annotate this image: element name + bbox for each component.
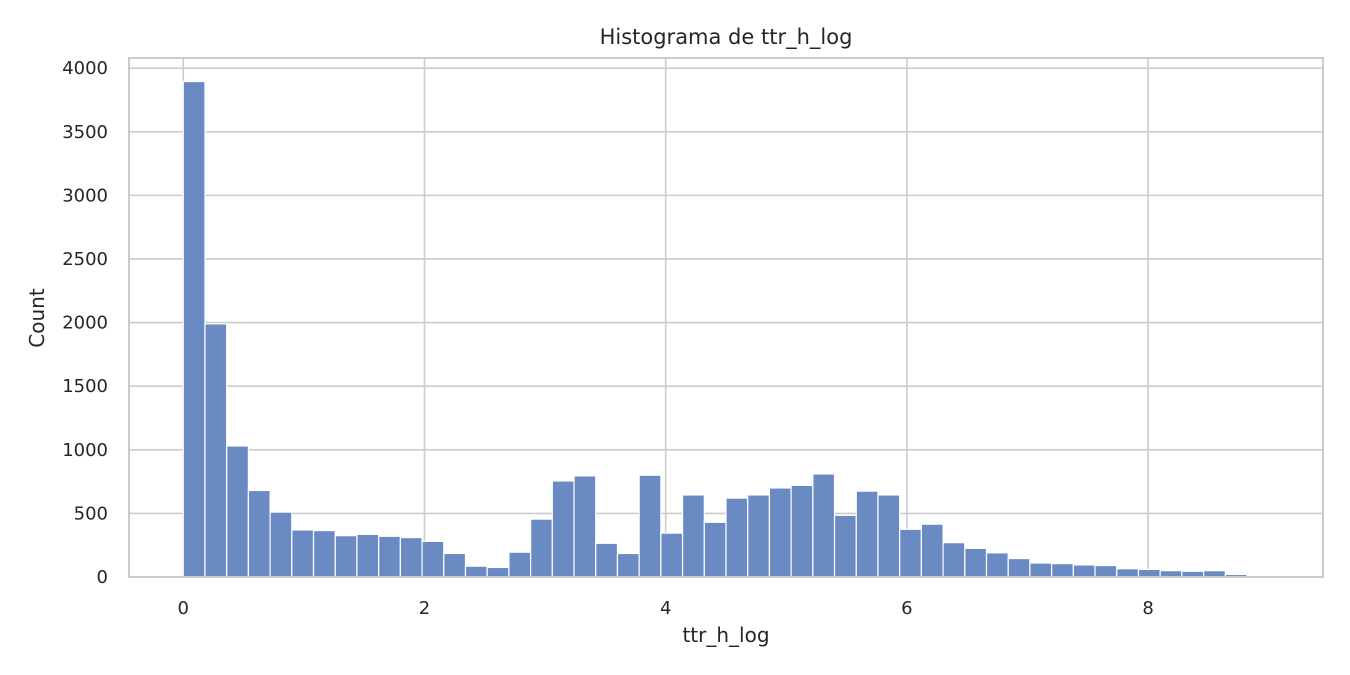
histogram-bar — [312, 529, 336, 578]
histogram-bar — [486, 566, 510, 578]
histogram-bar — [1116, 568, 1140, 578]
histogram-bar — [660, 532, 684, 578]
histogram-bar — [725, 497, 749, 578]
histogram-bar — [812, 473, 836, 578]
histogram-bar — [334, 535, 358, 578]
y-tick-label: 0 — [97, 567, 108, 588]
histogram-bar — [616, 552, 640, 578]
histogram-bar — [1051, 563, 1074, 578]
x-tick-label: 0 — [178, 598, 189, 619]
histogram-bar — [855, 490, 879, 578]
x-tick-labels: 0 2 4 6 8 — [178, 598, 1154, 619]
y-tick-label: 1500 — [62, 376, 108, 397]
histogram-bar — [985, 552, 1009, 578]
histogram-bar — [1094, 564, 1118, 578]
histogram-bar — [204, 323, 228, 578]
grid-lines — [129, 58, 1323, 578]
y-tick-label: 2000 — [62, 313, 108, 334]
histogram-bar — [226, 445, 249, 578]
histogram-bar — [964, 547, 988, 578]
y-tick-label: 2500 — [62, 249, 108, 270]
histogram-bar — [638, 474, 662, 578]
histogram-bar — [1007, 557, 1031, 578]
histogram-bar — [551, 480, 575, 578]
y-tick-label: 1000 — [62, 440, 108, 461]
histogram-bar — [530, 518, 553, 578]
histogram-bar — [833, 514, 857, 578]
histogram-bar — [920, 523, 944, 578]
y-tick-label: 3000 — [62, 185, 108, 206]
histogram-bar — [595, 542, 619, 578]
x-tick-label: 8 — [1142, 598, 1153, 619]
histogram-bar — [768, 487, 792, 578]
histogram-bar — [443, 552, 467, 578]
histogram-bar — [1029, 562, 1053, 578]
x-tick-label: 6 — [901, 598, 912, 619]
x-tick-label: 2 — [419, 598, 430, 619]
x-tick-label: 4 — [660, 598, 671, 619]
histogram-bar — [681, 494, 705, 578]
histogram-bar — [399, 536, 423, 578]
histogram-bar — [942, 542, 966, 578]
histogram-bar — [464, 565, 488, 578]
y-tick-label: 3500 — [62, 122, 108, 143]
histogram-bar — [291, 529, 315, 578]
histogram-bar — [899, 528, 922, 578]
histogram-bar — [356, 533, 380, 578]
histogram-bar — [790, 484, 814, 578]
y-tick-label: 500 — [74, 503, 108, 524]
histogram-bar — [269, 511, 293, 578]
y-axis-label: Count — [25, 288, 49, 348]
histogram-bar — [247, 489, 271, 578]
histogram-bar — [378, 535, 401, 578]
y-tick-labels: 0 500 1000 1500 2000 2500 3000 3500 4000 — [62, 58, 108, 588]
histogram-bar — [1072, 564, 1096, 578]
histogram-bar — [747, 494, 771, 578]
histogram-bar — [182, 80, 206, 578]
histogram-bar — [421, 540, 445, 578]
histogram-bar — [573, 475, 597, 578]
x-axis-label: ttr_h_log — [682, 623, 769, 647]
histogram-bar — [877, 494, 901, 578]
histogram-bar — [508, 551, 532, 578]
plot-frame — [128, 57, 1324, 578]
histogram-bar — [1137, 568, 1161, 578]
y-tick-label: 4000 — [62, 58, 108, 79]
histogram-bar — [703, 521, 727, 578]
chart-title: Histograma de ttr_h_log — [600, 25, 853, 50]
